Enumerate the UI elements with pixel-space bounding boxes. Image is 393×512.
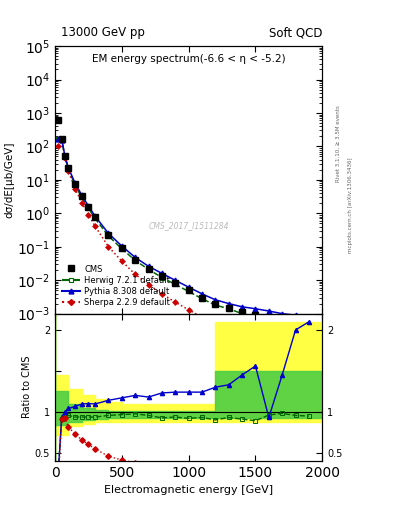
Text: mcplots.cern.ch [arXiv:1306.3436]: mcplots.cern.ch [arXiv:1306.3436] <box>348 157 353 252</box>
Text: Soft QCD: Soft QCD <box>269 27 322 39</box>
Text: 13000 GeV pp: 13000 GeV pp <box>61 27 145 39</box>
Text: CMS_2017_I1511284: CMS_2017_I1511284 <box>149 221 229 230</box>
Y-axis label: Ratio to CMS: Ratio to CMS <box>22 356 32 418</box>
Text: EM energy spectrum(-6.6 < η < -5.2): EM energy spectrum(-6.6 < η < -5.2) <box>92 54 285 64</box>
Legend: CMS, Herwig 7.2.1 default, Pythia 8.308 default, Sherpa 2.2.9 default: CMS, Herwig 7.2.1 default, Pythia 8.308 … <box>59 262 173 309</box>
X-axis label: Electromagnetic energy [GeV]: Electromagnetic energy [GeV] <box>104 485 273 495</box>
Y-axis label: dσ/dE[μb/GeV]: dσ/dE[μb/GeV] <box>4 142 14 218</box>
Text: Rivet 3.1.10, ≥ 3.5M events: Rivet 3.1.10, ≥ 3.5M events <box>336 105 341 182</box>
